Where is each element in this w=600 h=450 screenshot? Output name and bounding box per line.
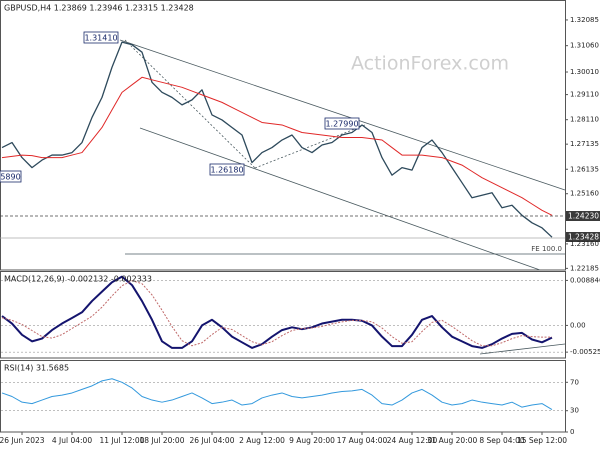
macd-frame xyxy=(0,271,566,359)
price-tag-box xyxy=(566,211,600,221)
y-tick-label: 30 xyxy=(570,407,579,415)
y-tick-label: 0 xyxy=(570,428,574,436)
series-line xyxy=(1,41,553,238)
x-tick-label: 9 Aug 20:00 xyxy=(289,436,335,445)
y-tick-label: 1.27135 xyxy=(570,140,599,148)
series-line xyxy=(1,76,553,216)
annotation-box xyxy=(83,31,119,44)
x-tick-label: 18 Jul 20:00 xyxy=(140,436,185,445)
fe-label: FE 100.0 xyxy=(531,245,562,253)
y-tick-label: 1.26135 xyxy=(570,165,599,173)
x-tick-label: 4 Jul 04:00 xyxy=(52,436,92,445)
chart-title: GBPUSD,H4 1.23869 1.23946 1.23315 1.2342… xyxy=(4,4,194,13)
y-tick-label: 1.23160 xyxy=(570,240,599,248)
y-tick-label: 1.31060 xyxy=(570,42,599,50)
annotation: 1.31410 xyxy=(84,34,117,43)
y-tick-label: 1.28110 xyxy=(570,116,599,124)
annotations: 1.31410 1.27990 1.26180 5890 xyxy=(0,31,360,183)
y-tick-label: -0.005252 xyxy=(570,348,600,356)
x-tick-label: 31 Aug 20:00 xyxy=(427,436,478,445)
annotation: 5890 xyxy=(0,173,20,182)
x-tick-label: 26 Jul 04:00 xyxy=(190,436,235,445)
y-tick-label: 0.008846 xyxy=(570,276,600,284)
y-tick-label: 1.22185 xyxy=(570,264,599,272)
x-tick-label: 17 Aug 04:00 xyxy=(337,436,388,445)
price-tag: 1.23428 xyxy=(568,233,599,242)
x-tick-label: 2 Aug 12:00 xyxy=(239,436,285,445)
x-tick-label: 26 Jun 2023 xyxy=(0,436,45,445)
y-tick-label: 1.29110 xyxy=(570,91,599,99)
rsi-frame xyxy=(0,360,566,433)
annotation: 1.26180 xyxy=(210,166,243,175)
channel-upper xyxy=(119,39,566,191)
series-line xyxy=(1,280,552,347)
series-line xyxy=(1,378,553,411)
annotation-box xyxy=(324,117,360,130)
price-tag-box xyxy=(566,232,600,242)
annotation: 1.27990 xyxy=(325,120,358,129)
main-frame xyxy=(0,0,566,271)
y-tick-label: 1.25160 xyxy=(570,190,599,198)
plot-area xyxy=(1,41,565,412)
y-tick-label: 70 xyxy=(570,378,579,386)
panels xyxy=(0,0,566,433)
annotation-box xyxy=(209,163,245,176)
x-tick-label: 15 Sep 12:00 xyxy=(517,436,567,445)
y-tick-label: 1.32085 xyxy=(570,16,599,24)
annotation-box xyxy=(0,170,22,183)
rsi-title: RSI(14) 31.5685 xyxy=(4,364,69,373)
series-line xyxy=(1,275,553,349)
price-tag: 1.24230 xyxy=(568,212,599,221)
y-tick-label: 1.30010 xyxy=(570,68,599,76)
macd-title: MACD(12,26,9) -0.002132 -0.002333 xyxy=(4,275,152,284)
x-tick-label: 11 Jul 12:00 xyxy=(100,436,145,445)
x-tick-label: 24 Aug 12:00 xyxy=(387,436,438,445)
x-tick-label: 8 Sep 04:00 xyxy=(479,436,525,445)
watermark: ActionForex.com xyxy=(351,53,509,75)
channel-lower xyxy=(139,127,541,271)
trendlines xyxy=(0,39,566,355)
y-tick-label: 0.00 xyxy=(570,321,586,329)
swing-line xyxy=(124,39,256,169)
